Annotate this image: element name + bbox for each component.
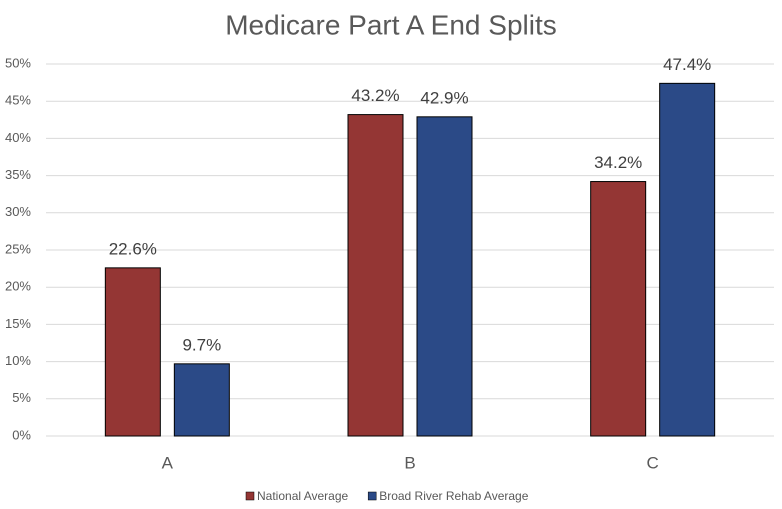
- data-label: 47.4%: [663, 55, 711, 74]
- y-tick-label: 20%: [5, 279, 31, 294]
- data-label: 43.2%: [351, 86, 399, 105]
- y-tick-label: 35%: [5, 167, 31, 182]
- legend-label: National Average: [257, 489, 349, 503]
- bar: [416, 116, 473, 437]
- x-tick-label: B: [404, 453, 415, 472]
- y-tick-label: 40%: [5, 130, 31, 145]
- bar: [173, 363, 230, 437]
- bar: [659, 82, 716, 437]
- bar: [590, 181, 647, 437]
- y-tick-label: 10%: [5, 353, 31, 368]
- data-label: 9.7%: [182, 335, 221, 354]
- bar: [347, 114, 404, 437]
- bar: [104, 267, 161, 437]
- data-label: 34.2%: [594, 153, 642, 172]
- y-tick-label: 30%: [5, 204, 31, 219]
- chart-title: Medicare Part A End Splits: [225, 9, 557, 40]
- x-tick-label: C: [647, 453, 659, 472]
- legend-label: Broad River Rehab Average: [379, 489, 529, 503]
- legend-swatch: [367, 491, 377, 501]
- legend-swatch: [245, 491, 255, 501]
- data-label: 22.6%: [109, 239, 157, 258]
- y-tick-label: 15%: [5, 316, 31, 331]
- y-tick-label: 45%: [5, 93, 31, 108]
- y-tick-label: 25%: [5, 241, 31, 256]
- y-tick-label: 50%: [5, 55, 31, 70]
- y-tick-label: 5%: [12, 390, 31, 405]
- data-label: 42.9%: [420, 88, 468, 107]
- x-tick-label: A: [162, 453, 174, 472]
- y-tick-label: 0%: [12, 427, 31, 442]
